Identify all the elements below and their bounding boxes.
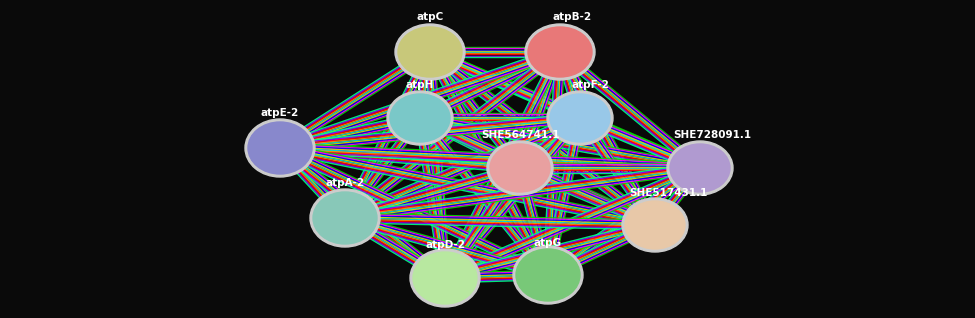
Ellipse shape [387, 91, 453, 145]
Ellipse shape [622, 198, 688, 252]
Ellipse shape [516, 249, 580, 301]
Text: atpC: atpC [416, 12, 444, 22]
Text: atpE-2: atpE-2 [261, 108, 299, 118]
Ellipse shape [245, 119, 315, 177]
Ellipse shape [395, 24, 465, 80]
Ellipse shape [625, 201, 685, 249]
Ellipse shape [413, 252, 477, 304]
Text: SHE564741.1: SHE564741.1 [481, 130, 560, 140]
Ellipse shape [398, 27, 462, 77]
Text: atpA-2: atpA-2 [326, 178, 365, 188]
Text: atpG: atpG [534, 238, 562, 248]
Text: SHE728091.1: SHE728091.1 [673, 130, 751, 140]
Ellipse shape [525, 24, 595, 80]
Ellipse shape [550, 94, 610, 142]
Text: atpH: atpH [406, 80, 434, 90]
Text: atpF-2: atpF-2 [571, 80, 609, 90]
Ellipse shape [528, 27, 592, 77]
Ellipse shape [390, 94, 450, 142]
Ellipse shape [490, 144, 550, 192]
Ellipse shape [487, 141, 553, 195]
Ellipse shape [667, 141, 733, 195]
Text: SHE517431.1: SHE517431.1 [629, 188, 707, 198]
Ellipse shape [670, 144, 730, 192]
Ellipse shape [547, 91, 613, 145]
Text: atpB-2: atpB-2 [553, 12, 592, 22]
Ellipse shape [248, 122, 312, 174]
Text: atpD-2: atpD-2 [425, 240, 465, 250]
Ellipse shape [310, 189, 380, 247]
Ellipse shape [513, 246, 583, 304]
Ellipse shape [410, 249, 480, 307]
Ellipse shape [313, 192, 377, 244]
